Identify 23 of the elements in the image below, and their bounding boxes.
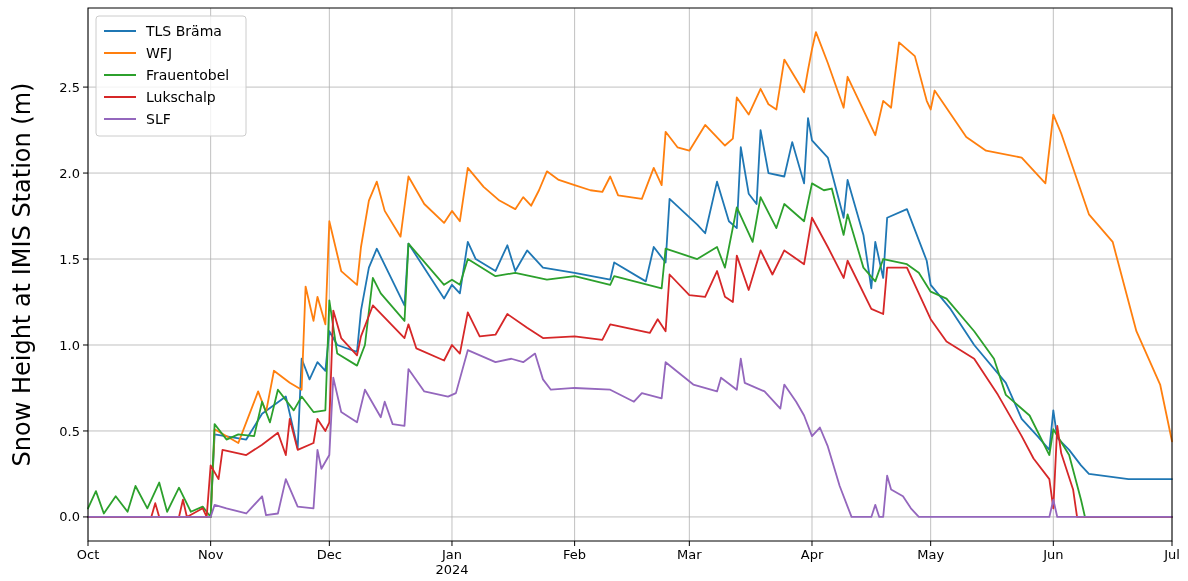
legend-label: Lukschalp (146, 88, 216, 105)
x-tick-label: Jul (1163, 547, 1180, 562)
x-tick-label: Jan 2024 (435, 547, 469, 577)
y-axis-title: Snow Height at IMIS Station (m) (8, 82, 36, 467)
legend-label: WFJ (146, 44, 173, 61)
y-tick-label: 0.0 (59, 509, 80, 525)
x-tick-label: Feb (563, 547, 587, 562)
y-tick-label: 0.5 (59, 423, 80, 439)
x-tick-label: May (917, 547, 945, 562)
y-tick-label: 1.0 (59, 337, 80, 353)
line-series (87, 349, 1173, 518)
x-tick-label: Jun (1042, 547, 1064, 562)
x-tick-label: Nov (197, 547, 224, 562)
legend-label: Frauentobel (146, 66, 230, 83)
x-tick-label: Dec (316, 547, 342, 562)
y-tick-label: 2.5 (59, 79, 80, 95)
y-tick-label: 1.5 (59, 251, 80, 267)
y-tick-label: 2.0 (59, 165, 80, 181)
legend-label: TLS Bräma (145, 22, 222, 39)
x-tick-label: Apr (800, 547, 824, 562)
legend-label: SLF (146, 110, 171, 127)
x-tick-label: Oct (76, 547, 100, 562)
x-tick-label: Mar (677, 547, 703, 562)
